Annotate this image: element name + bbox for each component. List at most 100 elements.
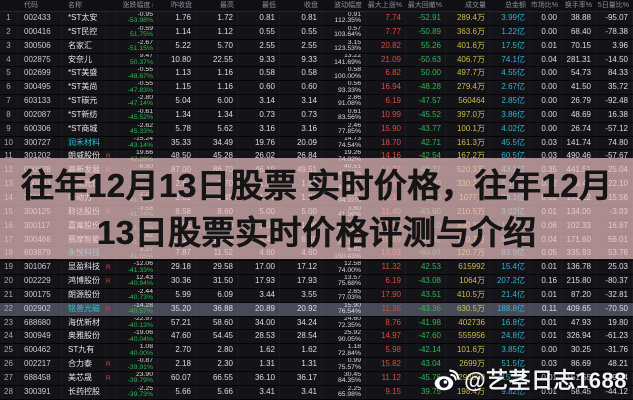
cell-mkt: 0.03 xyxy=(530,150,562,163)
cell-num: 9 xyxy=(0,123,18,136)
cell-up: 8.76 xyxy=(366,317,406,330)
col-header-low[interactable]: 最低 xyxy=(262,2,276,9)
cell-high: 31.50 xyxy=(196,275,238,288)
table-row[interactable]: 27 688458 美芯晟 R 23.90 -39.79% 60.07 66.55 36.10 3… xyxy=(0,371,633,386)
cell-up: 6.19 xyxy=(366,95,406,108)
col-header-change[interactable]: 涨跌幅度↓ xyxy=(122,2,155,9)
table-row[interactable]: 10 300727 润禾材料 -15.24 -43.14% 35.33 34.49 19.76… xyxy=(0,136,633,151)
table-row[interactable]: 9 600306 *ST商城 -2.62 45.33% 5.78 5.62 3.16 3.16 2… xyxy=(0,122,633,137)
table-row[interactable]: 26 002217 合力泰 R -0.87 -39.91% 2.18 2.30 1.31 1.31… xyxy=(0,358,633,372)
cell-num: 2 xyxy=(0,26,18,39)
table-row[interactable]: 3 300506 名家汇 -2.67 -51.15% 5.22 5.70 2.55 2.55 3.… xyxy=(0,39,633,54)
cell-dn: 39.75 xyxy=(406,386,446,399)
cell-close: 0.60 xyxy=(280,81,322,94)
cell-high: 5.70 xyxy=(196,40,238,53)
cell-dn: -42.14 xyxy=(406,344,446,357)
cell-dn: 42.71 xyxy=(406,137,446,150)
col-header-market-ratio[interactable]: 市场比% xyxy=(530,2,558,9)
margin-trading-flag: R xyxy=(106,372,116,385)
cell-chg: -2.62 45.33% xyxy=(116,123,158,136)
cell-d5: 74.80 xyxy=(596,137,633,150)
col-header-turnover[interactable]: 换手率% xyxy=(564,2,592,9)
cell-turn: 136.78 xyxy=(562,261,596,274)
cell-amt: 4.55亿 xyxy=(490,67,530,80)
cell-dn: -50.63 xyxy=(406,54,446,67)
col-header-5d-volume-ratio[interactable]: 5日量比% xyxy=(597,2,629,9)
cell-vol: 100.1万 xyxy=(446,123,490,136)
table-row[interactable]: 25 600462 ST九有 1.08 40.00% 2.70 2.80 1.62 1.62 1.… xyxy=(0,344,633,359)
table-row[interactable]: 23 688680 海优新材 -22.97 -40.13% 57.21 58.60 34.00… xyxy=(0,316,633,331)
cell-num: 26 xyxy=(0,358,18,371)
cell-num: 6 xyxy=(0,81,18,94)
table-row[interactable]: 5 002699 *ST美盛 -0.55 -48.67% 1.13 1.16 0.58 0.58… xyxy=(0,67,633,82)
cell-mkt: 0.00 xyxy=(530,12,562,25)
cell-num: 11 xyxy=(0,150,18,163)
cell-low: 36.10 xyxy=(238,372,280,385)
table-row[interactable]: 20 002229 鸿博股份 R 12.43 -40.94% 30.36 31.50 17.93… xyxy=(0,275,633,289)
cell-dn: -52.91 xyxy=(406,12,446,25)
cell-vol: 2699万 xyxy=(446,358,490,371)
cell-amt: 74.1亿 xyxy=(490,54,530,67)
col-header-code[interactable]: 代码 xyxy=(24,2,38,9)
table-row[interactable]: 1 002433 *ST太安 -0.95 -53.98% 1.76 1.72 0.81 0.81… xyxy=(0,12,633,26)
cell-high: 2.30 xyxy=(196,358,238,371)
cell-vol: 401.6万 xyxy=(446,40,490,53)
cell-d5: -57.67 xyxy=(596,150,633,163)
cell-rng: 3.15 123.53% xyxy=(322,40,366,53)
col-header-volume[interactable]: 成交量 xyxy=(465,2,486,9)
cell-close: 3.41 xyxy=(280,386,322,399)
cell-name: 安奈儿 xyxy=(62,54,106,67)
cell-vol: 279.4万 xyxy=(446,81,490,94)
col-header-range[interactable]: 波动幅度 xyxy=(334,2,362,9)
cell-name: 海优新材 xyxy=(62,317,106,330)
cell-up: 17.90 xyxy=(366,289,406,302)
col-header-close[interactable]: 收盘 xyxy=(304,2,318,9)
cell-prev: 5.22 xyxy=(158,40,196,53)
title-banner: 往年12月13日股票 实时价格，往年12月 13日股票实时价格评测与介绍 xyxy=(0,158,633,259)
table-row[interactable]: 24 300949 奥雅股份 -19.06 -40.04% 47.60 54.45 28.53… xyxy=(0,330,633,345)
table-row[interactable]: 28 300391 长药控股 -2.25 -39.73% 5.66 5.66 3.41 3.41… xyxy=(0,385,633,400)
cell-chg: -19.06 -40.04% xyxy=(116,330,158,343)
cell-high: 22.55 xyxy=(196,54,238,67)
cell-close: 0.58 xyxy=(280,67,322,80)
table-row[interactable]: 8 002087 *ST新纺 -0.61 -45.52% 1.34 1.34 0.73 0.73… xyxy=(0,108,633,123)
cell-mkt: 0.01 xyxy=(530,330,562,343)
cell-vol: 555956 xyxy=(446,330,490,343)
cell-vol: 402736 xyxy=(446,317,490,330)
col-header-name[interactable]: 名称 xyxy=(68,2,82,9)
col-header-high[interactable]: 最高 xyxy=(220,2,234,9)
table-row[interactable]: 22 002902 铭普光磁 R -14.28 -40.57% 35.20 36.88 20.8… xyxy=(0,302,633,317)
margin-trading-flag xyxy=(106,344,116,357)
table-row[interactable]: 2 000416 *ST民控 -0.59 51.75% 1.14 1.12 0.55 0.55 0… xyxy=(0,25,633,40)
col-header-index[interactable] xyxy=(0,0,18,11)
table-row[interactable]: 4 002875 安奈儿 9.47 50.37% 10.80 22.55 9.33 9.33 13… xyxy=(0,53,633,68)
cell-code: 600462 xyxy=(18,344,62,357)
cell-num: 1 xyxy=(0,12,18,25)
cell-up: 11.32 xyxy=(366,261,406,274)
cell-prev: 5.99 xyxy=(158,289,196,302)
sort-desc-icon[interactable]: ↓ xyxy=(150,2,155,9)
cell-vol: 101.6万 xyxy=(446,344,490,357)
cell-turn: 87.20 xyxy=(562,289,596,302)
cell-name: 润禾材料 xyxy=(62,137,106,150)
cell-close: 9.33 xyxy=(280,54,322,67)
cell-rng: 0.58 100.00% xyxy=(322,67,366,80)
col-header-prev-close[interactable]: 昨收盘 xyxy=(171,2,192,9)
table-row[interactable]: 7 603133 *ST碳元 -2.80 -47.14% 5.04 6.00 3.14 3.14… xyxy=(0,95,633,109)
cell-d5: -31.76 xyxy=(596,344,633,357)
margin-trading-flag xyxy=(106,67,116,80)
cell-rng: 0.99 75.57% xyxy=(322,358,366,371)
cell-vol: 497.7万 xyxy=(446,67,490,80)
table-row[interactable]: 21 300175 朗源股份 -2.44 -40.73% 5.99 6.09 3.44 3.55… xyxy=(0,288,633,303)
cell-mkt: 0.00 xyxy=(530,26,562,39)
col-header-amount[interactable]: 总金额 xyxy=(505,2,526,9)
table-row[interactable]: 6 300495 *ST美尚 -0.55 -47.83% 1.15 1.16 0.60 0.60… xyxy=(0,81,633,96)
margin-trading-flag xyxy=(106,40,116,53)
cell-dn: -43.77 xyxy=(406,123,446,136)
cell-mkt: 0.03 xyxy=(530,137,562,150)
cell-turn: 490.46 xyxy=(562,150,596,163)
col-header-max-drawdown[interactable]: 最大回撤% xyxy=(407,2,442,9)
col-header-max-rise[interactable]: 最大上涨% xyxy=(367,2,402,9)
table-row[interactable]: 19 301067 显盈科技 R -12.06 -41.33% 29.18 29.58 17.0… xyxy=(0,261,633,276)
